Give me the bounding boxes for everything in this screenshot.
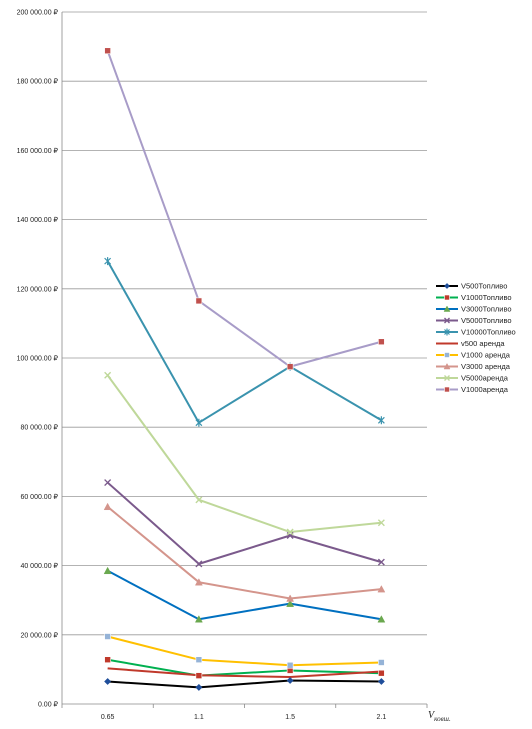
legend-marker [443,305,451,312]
data-point [377,678,385,685]
data-point [195,560,203,568]
data-point [286,661,294,669]
data-point [286,594,295,602]
legend-marker [444,317,450,324]
series-line [106,260,382,424]
data-point [286,528,294,536]
data-point [194,578,203,586]
series-line [106,481,382,565]
data-point [104,371,112,379]
legend-label: v500 аренда [461,339,505,348]
y-tick-label: 100 000.00 ₽ [17,355,59,363]
legend-item: V1000 аренда [436,351,511,360]
data-point [377,416,385,425]
data-point [286,599,295,607]
data-point [377,615,386,623]
data-point [377,519,385,527]
data-point [195,496,203,504]
gridlines [61,11,427,705]
legend-label: V1000Топливо [461,293,512,302]
legend-label: V10000Топливо [461,328,516,337]
legend-marker [444,375,450,381]
legend-item: V3000 аренда [436,362,511,371]
x-tick-label: 1.1 [194,714,204,721]
legend-label: V5000аренда [461,374,509,383]
data-point [104,633,111,640]
legend-marker [443,362,451,370]
y-tick-label: 200 000.00 ₽ [17,9,59,17]
y-tick-label: 160 000.00 ₽ [17,147,59,155]
y-tick-label: 40 000.00 ₽ [20,562,58,570]
legend-label: V1000 аренда [461,351,511,360]
legend-item: V5000аренда [436,374,509,383]
series-lines [106,50,382,689]
y-tick-label: 140 000.00 ₽ [17,216,59,224]
series-line [106,50,382,368]
series-line [107,667,382,679]
legend-marker [444,283,450,289]
legend-label: V3000Топливо [461,305,512,314]
legend: V500Топливо V1000Топливо V3000Топливо V5000… [436,282,516,394]
y-tick-label: 180 000.00 ₽ [17,78,59,86]
data-point [378,669,385,677]
legend-marker [444,352,450,358]
legend-item: V500Топливо [436,282,507,291]
x-tick-label: 0.65 [101,714,115,721]
data-point [104,257,112,266]
y-tick-label: 80 000.00 ₽ [20,424,58,432]
series-line [107,635,382,667]
y-tick-label: 20 000.00 ₽ [20,631,58,639]
series-line [106,374,382,534]
legend-item: v500 аренда [436,339,505,348]
legend-item: V3000Топливо [436,305,512,314]
series-markers [103,47,386,691]
y-tick-label: 0.00 ₽ [38,701,59,709]
data-point [103,566,112,575]
legend-item: V1000Топливо [436,293,512,302]
x-axis-label: Vковш. [428,710,451,723]
series-line [107,569,382,621]
data-point [377,585,386,593]
data-point [286,677,294,684]
y-axis-ticks: 0.00 ₽ 20 000.00 ₽ 40 000.00 ₽ 60 000.00 ₽ 8… [17,9,59,709]
legend-item: V5000Топливо [436,316,512,325]
legend-marker [444,294,450,301]
data-point [377,558,385,566]
data-point [378,338,385,346]
data-point [103,502,112,511]
legend-label: V1000аренда [461,385,509,394]
legend-label: V5000Топливо [461,316,512,325]
data-point [378,659,385,666]
legend-label: V3000 аренда [461,362,511,371]
data-point [104,479,112,487]
data-point [194,615,203,623]
data-point [286,363,294,370]
series-line [106,506,382,600]
x-tick-label: 2.1 [377,714,387,721]
data-point [104,656,111,664]
series-line [107,658,382,677]
legend-item: V10000Топливо [436,328,516,337]
legend-marker [444,328,450,336]
x-axis-ticks: 0.65 1.1 1.5 2.1 [61,704,428,721]
data-point [195,297,203,305]
data-point [195,418,203,427]
legend-marker [444,386,450,393]
legend-label: V500Топливо [461,282,507,291]
data-point [195,656,203,664]
y-tick-label: 120 000.00 ₽ [17,285,59,293]
legend-item: V1000аренда [436,385,509,394]
series-line [107,679,382,689]
data-point [104,47,111,55]
data-point [195,672,203,679]
data-point [104,678,112,685]
x-tick-label: 1.5 [285,714,295,721]
y-tick-label: 60 000.00 ₽ [20,493,58,501]
data-point [195,683,203,691]
